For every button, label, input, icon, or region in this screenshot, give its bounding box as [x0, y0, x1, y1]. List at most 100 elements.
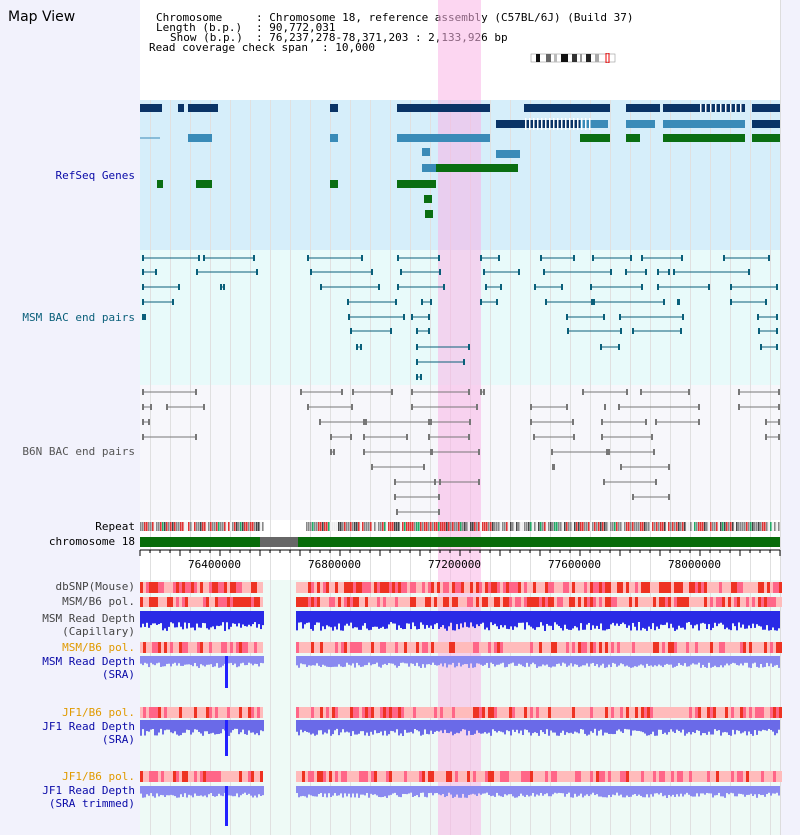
polymorphism-density	[254, 707, 257, 718]
polymorphism-density	[500, 642, 503, 653]
read-depth-bar	[764, 720, 766, 731]
read-depth-bar	[656, 656, 658, 667]
right-scroll-strip[interactable]	[780, 0, 800, 835]
read-depth-bar	[414, 611, 416, 627]
polymorphism-density	[611, 707, 614, 718]
read-depth-bar	[534, 611, 536, 630]
read-depth-bar	[448, 786, 450, 793]
refseq-genes-label[interactable]: RefSeq Genes	[55, 169, 135, 182]
repeat-mark	[656, 522, 658, 531]
polymorphism-density	[512, 642, 515, 653]
polymorphism-density	[152, 597, 155, 607]
read-depth-bar	[426, 720, 428, 734]
repeat-mark	[158, 522, 160, 531]
read-depth-bar	[342, 786, 344, 798]
polymorphism-density	[476, 642, 479, 653]
polymorphism-density	[344, 642, 347, 653]
polymorphism-density	[608, 597, 611, 607]
read-depth-bar	[606, 611, 608, 630]
polymorphism-density	[671, 707, 674, 718]
polymorphism-density	[677, 597, 680, 607]
read-depth-bar	[488, 786, 490, 795]
read-depth-bar	[634, 656, 636, 667]
read-depth-bar	[580, 611, 582, 624]
read-depth-bar	[244, 656, 246, 666]
read-depth-bar	[254, 611, 256, 623]
read-depth-bar	[440, 720, 442, 731]
msm-bac-end	[468, 344, 470, 350]
repeat-mark	[568, 522, 570, 531]
repeat-mark	[642, 522, 644, 531]
read-depth-bar	[448, 720, 450, 734]
read-depth-bar	[208, 786, 210, 795]
b6n-bac-end	[469, 419, 471, 425]
polymorphism-density	[341, 707, 344, 718]
msm-bac-end	[723, 255, 725, 261]
read-depth-bar	[582, 656, 584, 666]
polymorphism-density	[674, 582, 677, 593]
repeat-mark	[634, 522, 636, 531]
polymorphism-density	[614, 597, 617, 607]
read-depth-bar	[606, 656, 608, 668]
polymorphism-density	[701, 597, 704, 607]
b6n-bac-end	[620, 464, 622, 470]
read-depth-bar	[590, 656, 592, 664]
read-depth-bar	[194, 611, 196, 631]
msm-bac-end	[378, 284, 380, 290]
read-depth-bar	[630, 786, 632, 797]
read-depth-bar	[314, 611, 316, 625]
read-depth-bar	[592, 611, 594, 626]
polymorphism-density	[752, 707, 755, 718]
polymorphism-density	[368, 582, 371, 593]
read-depth-bar	[378, 786, 380, 797]
read-depth-bar	[180, 786, 182, 795]
exon-stripe	[589, 118, 591, 130]
chromosome-ideogram[interactable]	[528, 53, 618, 63]
read-depth-bar	[642, 720, 644, 733]
polymorphism-density	[386, 582, 389, 593]
read-depth-bar	[318, 656, 320, 666]
read-depth-bar	[422, 656, 424, 665]
read-depth-bar	[436, 786, 438, 794]
polymorphism-density	[359, 597, 362, 607]
b6n-bac-end	[438, 494, 440, 500]
polymorphism-density	[296, 642, 299, 653]
polymorphism-density	[728, 597, 731, 607]
repeat-mark	[610, 522, 612, 531]
read-depth-bar	[470, 720, 472, 735]
read-depth-bar	[308, 720, 310, 733]
gene-feature	[330, 180, 338, 188]
polymorphism-density	[485, 771, 488, 782]
read-depth-bar	[384, 720, 386, 731]
read-depth-bar	[140, 786, 142, 794]
read-depth-bar	[718, 656, 720, 668]
read-depth-bar	[476, 786, 478, 797]
msm-b6-pol-label: MSM/B6 pol.	[62, 595, 135, 608]
msm-bac-end	[428, 328, 430, 334]
read-depth-bar	[772, 656, 774, 668]
repeat-mark	[210, 522, 212, 531]
polymorphism-density	[494, 771, 497, 782]
read-depth-bar	[692, 656, 694, 664]
polymorphism-density	[551, 642, 554, 653]
read-depth-bar	[506, 611, 508, 629]
polymorphism-density	[557, 582, 560, 593]
b6n-bac-end	[618, 404, 620, 410]
b6n-bac-label[interactable]: B6N BAC end pairs	[22, 445, 135, 458]
polymorphism-density	[743, 771, 746, 782]
read-depth-bar	[480, 720, 482, 734]
polymorphism-density	[722, 582, 725, 593]
repeat-mark	[664, 522, 666, 531]
repeat-mark	[558, 522, 560, 531]
read-depth-bar	[220, 656, 222, 668]
read-depth-bar	[394, 720, 396, 733]
polymorphism-density	[524, 597, 527, 607]
read-depth-bar	[410, 720, 412, 732]
polymorphism-density	[602, 582, 605, 593]
read-depth-bar	[316, 720, 318, 735]
polymorphism-density	[344, 707, 347, 718]
read-depth-bar	[438, 611, 440, 629]
msm-bac-label[interactable]: MSM BAC end pairs	[22, 311, 135, 324]
repeat-mark	[320, 522, 322, 531]
